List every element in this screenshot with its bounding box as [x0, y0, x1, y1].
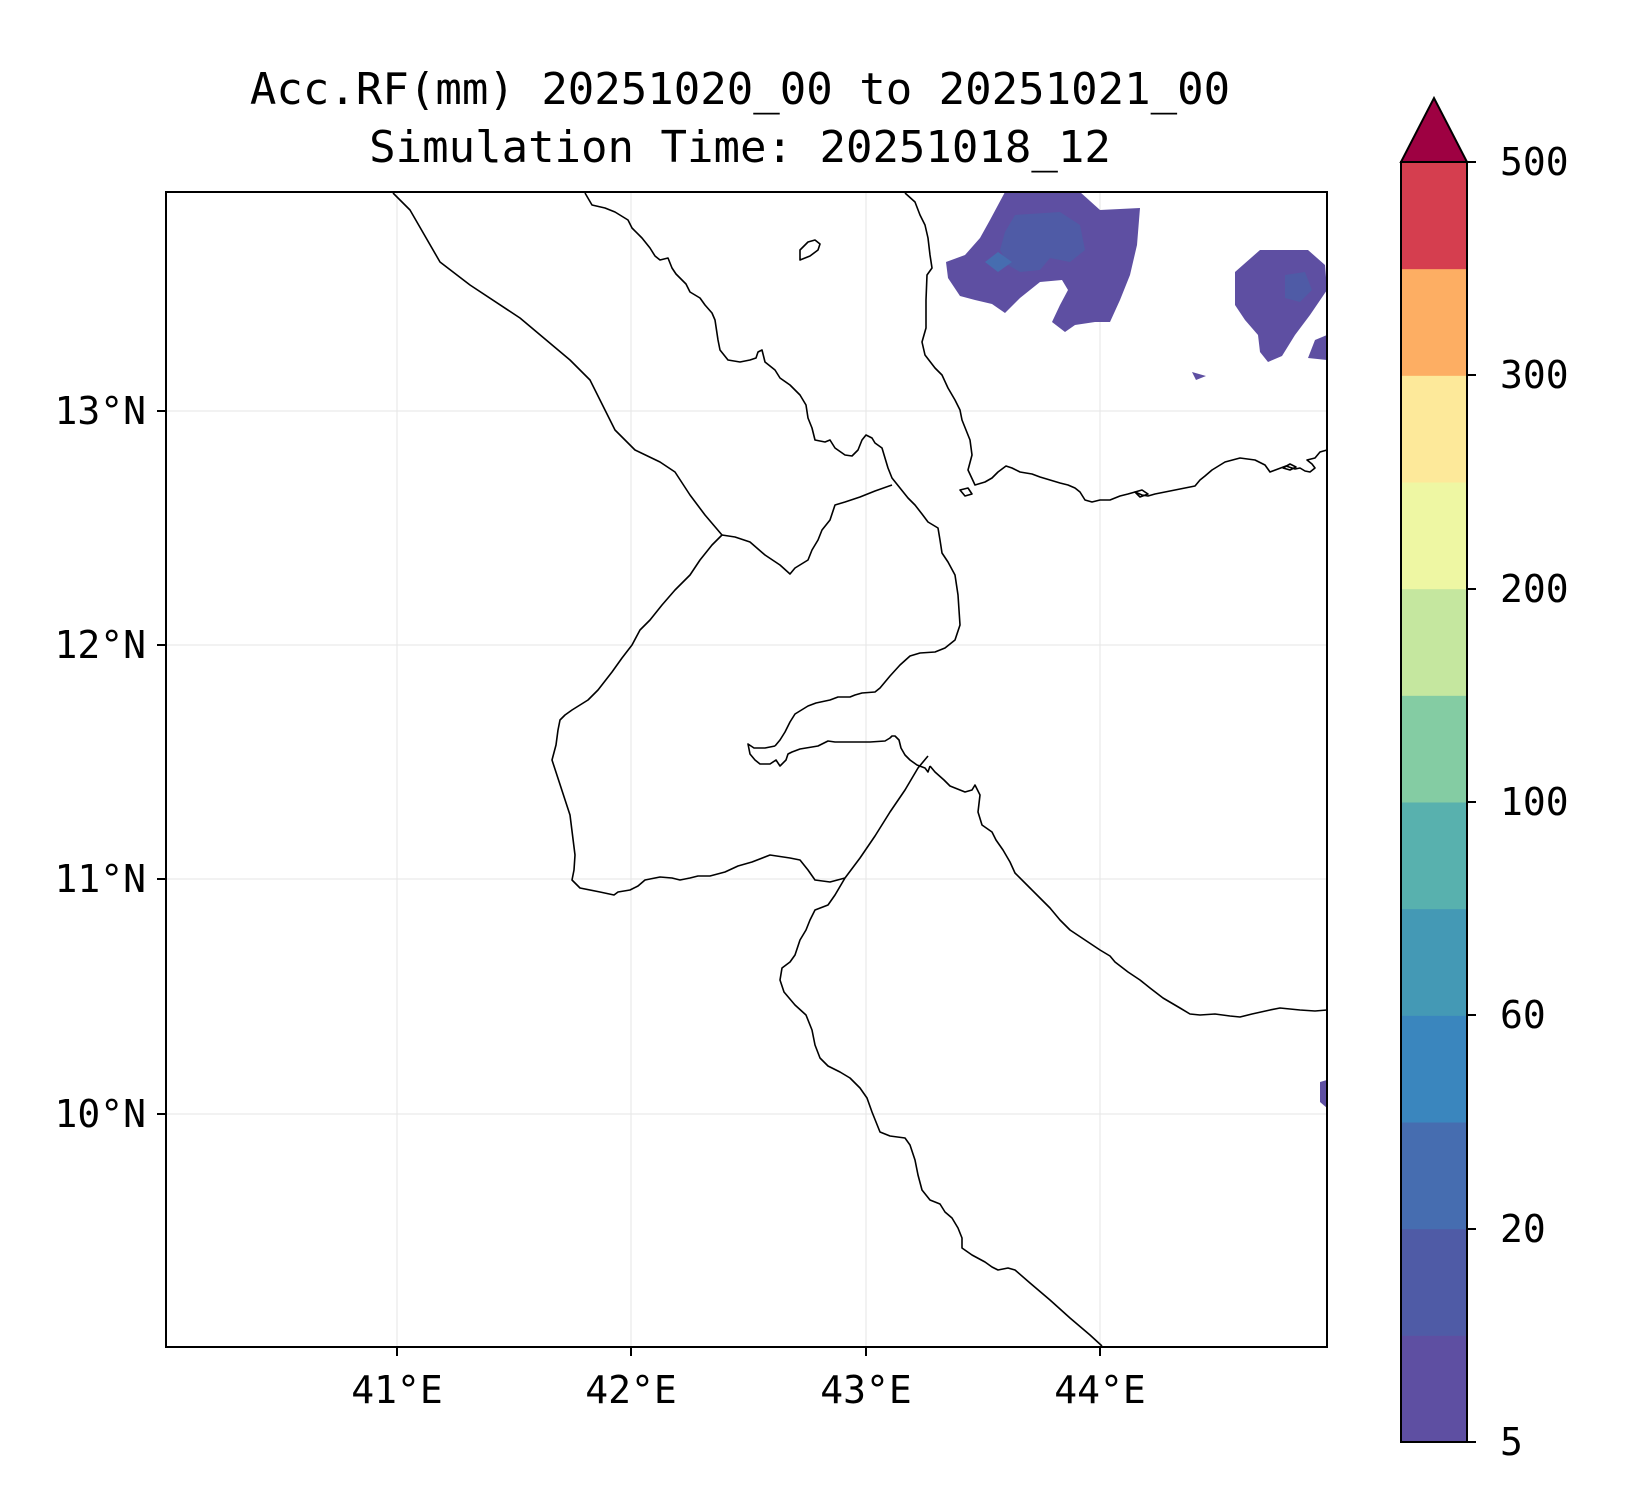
colorbar-band [1401, 588, 1467, 696]
colorbar-band [1401, 482, 1467, 590]
island-small-1 [1134, 489, 1149, 498]
colorbar-extend-triangle [1399, 95, 1469, 163]
colorbar-band [1401, 268, 1467, 376]
coastlines-borders [392, 192, 1328, 1347]
rain-area-southeast-edge [1320, 1080, 1327, 1108]
map-background [166, 192, 1327, 1347]
colorbar-bands [1401, 162, 1467, 1443]
colorbar-band [1401, 1228, 1467, 1336]
x-tick-label: 41°E [351, 1368, 443, 1412]
rain-core-north-central [1000, 212, 1085, 272]
y-tick-label: 13°N [54, 389, 146, 433]
colorbar-band [1401, 802, 1467, 910]
colorbar: 5 20 60 100 200 300 500 [1399, 95, 1569, 1464]
colorbar-band [1401, 162, 1467, 270]
border-djibouti-west [551, 534, 846, 896]
colorbar-label: 300 [1500, 353, 1569, 397]
map-frame [165, 191, 1328, 1348]
border-eritrea-djibouti [721, 484, 893, 575]
coastline-yemen [904, 192, 1328, 503]
rain-area-speck [1192, 372, 1206, 380]
colorbar-band [1401, 908, 1467, 1016]
colorbar-label: 500 [1500, 140, 1569, 184]
map-title-line-2: Simulation Time: 20251018_12 [369, 122, 1111, 173]
rain-core-dot [985, 252, 1012, 272]
coastline-eritrea-djibouti [584, 192, 961, 747]
map-panel: 41°E 42°E 43°E 44°E 13°N 12°N 11°N 10°N [54, 191, 1328, 1412]
colorbar-labels: 5 20 60 100 200 300 500 [1500, 140, 1569, 1464]
y-tick-label: 10°N [54, 1092, 146, 1136]
colorbar-band [1401, 1335, 1467, 1443]
y-tick-label: 11°N [54, 857, 146, 901]
colorbar-label: 60 [1500, 993, 1546, 1037]
colorbar-band [1401, 375, 1467, 483]
rain-core-northeast [1285, 272, 1312, 302]
island-dahlak [799, 239, 821, 261]
colorbar-label: 5 [1500, 1420, 1523, 1464]
map-title-line-1: Acc.RF(mm) 20251020_00 to 20251021_00 [249, 64, 1231, 115]
colorbar-band [1401, 695, 1467, 803]
x-tick-label: 43°E [820, 1368, 912, 1412]
colorbar-band [1401, 1122, 1467, 1230]
colorbar-label: 100 [1500, 780, 1569, 824]
colorbar-ticks [1467, 161, 1476, 1443]
island-small-2 [1282, 463, 1297, 471]
coastline-northwest [392, 192, 723, 536]
y-tick-label: 12°N [54, 623, 146, 667]
gridlines [166, 192, 1327, 1347]
colorbar-label: 20 [1500, 1207, 1546, 1251]
border-ethiopia-somalia [779, 877, 1103, 1347]
axis-labels: 41°E 42°E 43°E 44°E 13°N 12°N 11°N 10°N [54, 389, 1145, 1412]
coastline-gulf-of-tadjoura [747, 735, 931, 773]
rainfall-contours [946, 192, 1327, 1108]
coastline-somaliland [929, 765, 1328, 1018]
x-tick-label: 44°E [1054, 1368, 1146, 1412]
x-tick-label: 42°E [585, 1368, 677, 1412]
axis-ticks [157, 410, 1101, 1356]
border-somalia-djibouti [844, 755, 929, 879]
island-perim [959, 487, 973, 497]
colorbar-band [1401, 1015, 1467, 1123]
rain-area-east-edge [1308, 335, 1327, 360]
colorbar-label: 200 [1500, 567, 1569, 611]
